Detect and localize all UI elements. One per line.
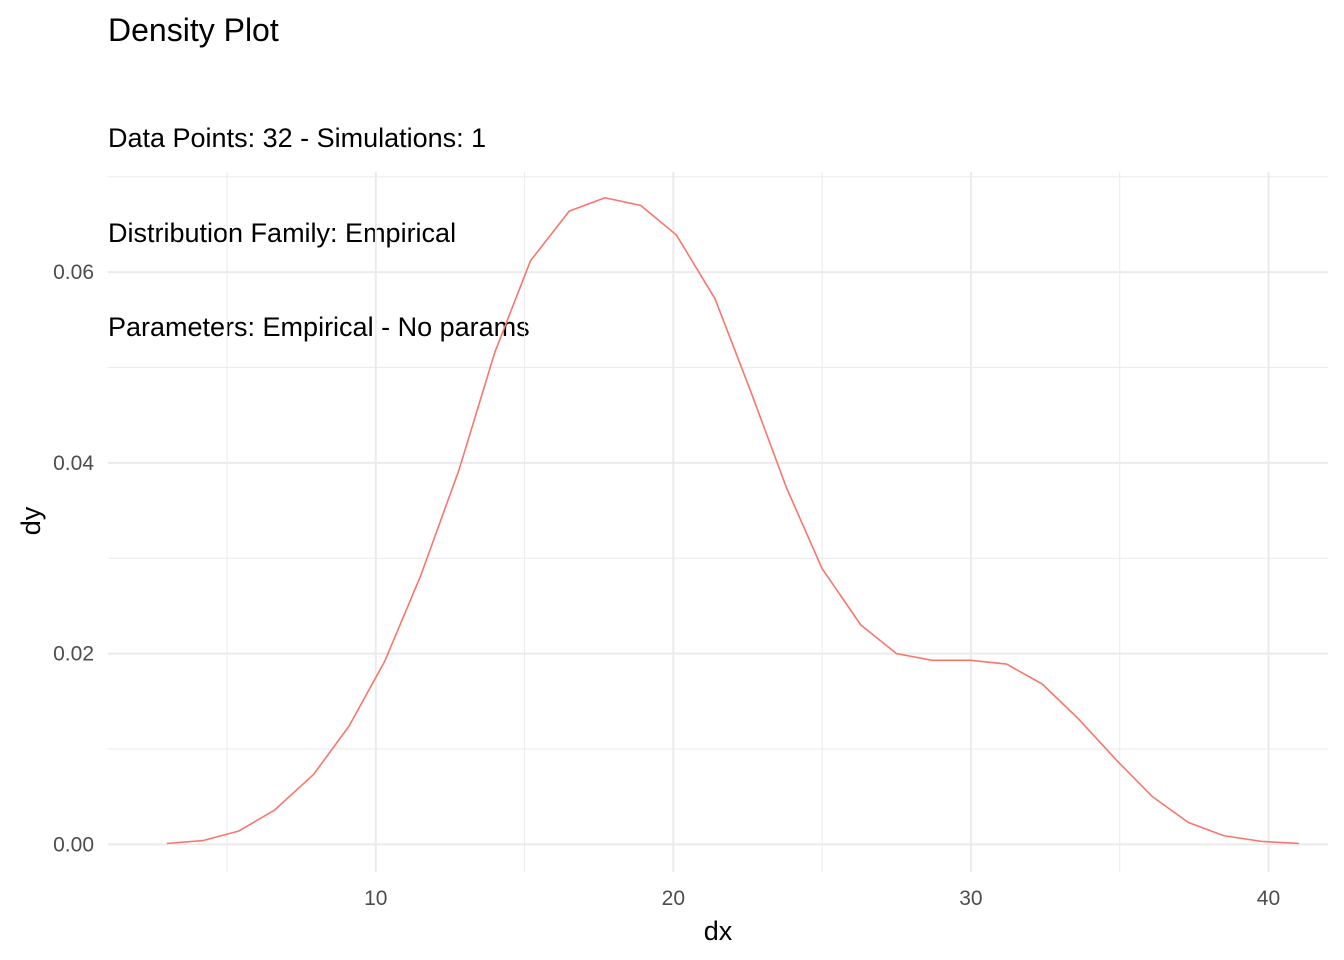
gridlines [108, 172, 1328, 872]
x-tick-label: 10 [364, 887, 387, 910]
x-axis-title: dx [704, 916, 733, 946]
y-tick-label: 0.04 [53, 452, 94, 475]
series-layer [166, 196, 1300, 845]
y-tick-label: 0.00 [53, 833, 94, 856]
y-axis-ticks: 0.00 0.02 0.04 0.06 [53, 261, 94, 856]
chart-subtitle: Data Points: 32 - Simulations: 1 Distrib… [108, 60, 530, 375]
y-tick-label: 0.02 [53, 643, 94, 666]
y-tick-label: 0.06 [53, 261, 94, 284]
y-axis-title: dy [16, 506, 46, 535]
density-line [166, 196, 1300, 845]
subtitle-line-data-points: Data Points: 32 - Simulations: 1 [108, 123, 487, 153]
x-tick-label: 20 [662, 887, 685, 910]
x-tick-label: 30 [959, 887, 982, 910]
subtitle-line-distribution-family: Distribution Family: Empirical [108, 217, 457, 248]
chart-title: Density Plot [108, 12, 279, 48]
subtitle-line-parameters: Parameters: Empirical - No params [108, 312, 530, 342]
x-tick-label: 40 [1257, 887, 1280, 910]
x-axis-ticks: 10 20 30 40 [364, 887, 1280, 910]
